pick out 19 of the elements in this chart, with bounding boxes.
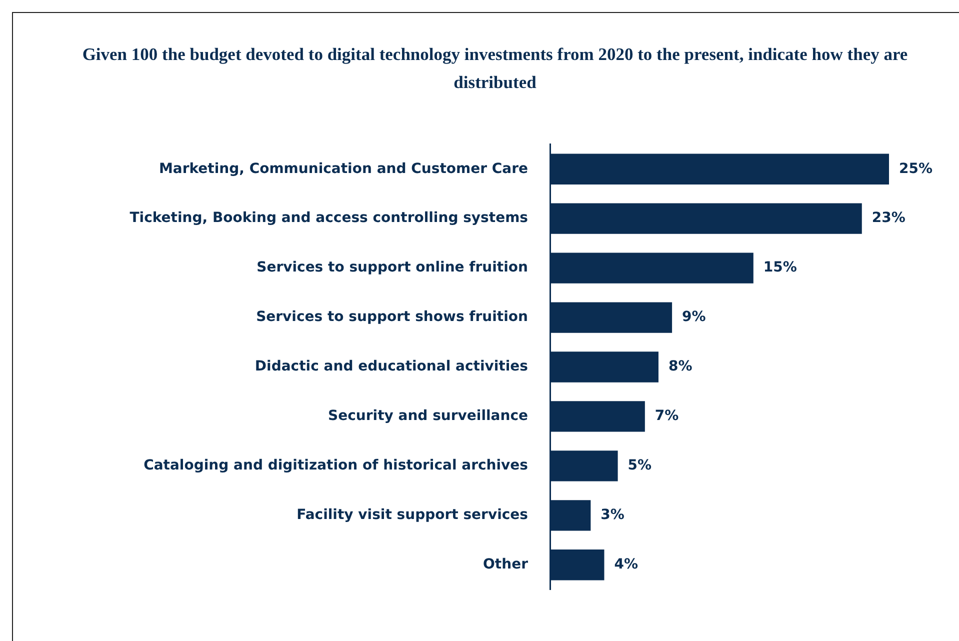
data-label: 23% xyxy=(872,210,906,226)
y-tick-label: Other xyxy=(483,556,528,573)
data-label: 8% xyxy=(668,358,692,375)
data-label: 9% xyxy=(682,309,706,326)
y-tick-label: Didactic and educational activities xyxy=(254,358,528,375)
chart-title: Given 100 the budget devoted to digital technology investments from 2020 to the present, indicate how they are distributed xyxy=(81,43,909,94)
data-label: 3% xyxy=(600,507,624,524)
y-tick-label: Ticketing, Booking and access controlling systems xyxy=(130,210,528,226)
data-label: 7% xyxy=(654,408,679,424)
y-tick-label: Facility visit support services xyxy=(296,507,528,524)
y-tick-label: Security and surveillance xyxy=(328,408,528,424)
data-label: 15% xyxy=(763,260,797,276)
y-tick-label: Marketing, Communication and Customer Care xyxy=(158,160,528,177)
data-label: 5% xyxy=(628,458,652,474)
data-label: 25% xyxy=(899,160,933,177)
data-label: 4% xyxy=(614,556,638,573)
y-tick-label: Cataloging and digitization of historical archives xyxy=(144,458,528,474)
y-tick-label: Services to support shows fruition xyxy=(256,309,528,326)
y-tick-label: Services to support online fruition xyxy=(256,260,528,276)
